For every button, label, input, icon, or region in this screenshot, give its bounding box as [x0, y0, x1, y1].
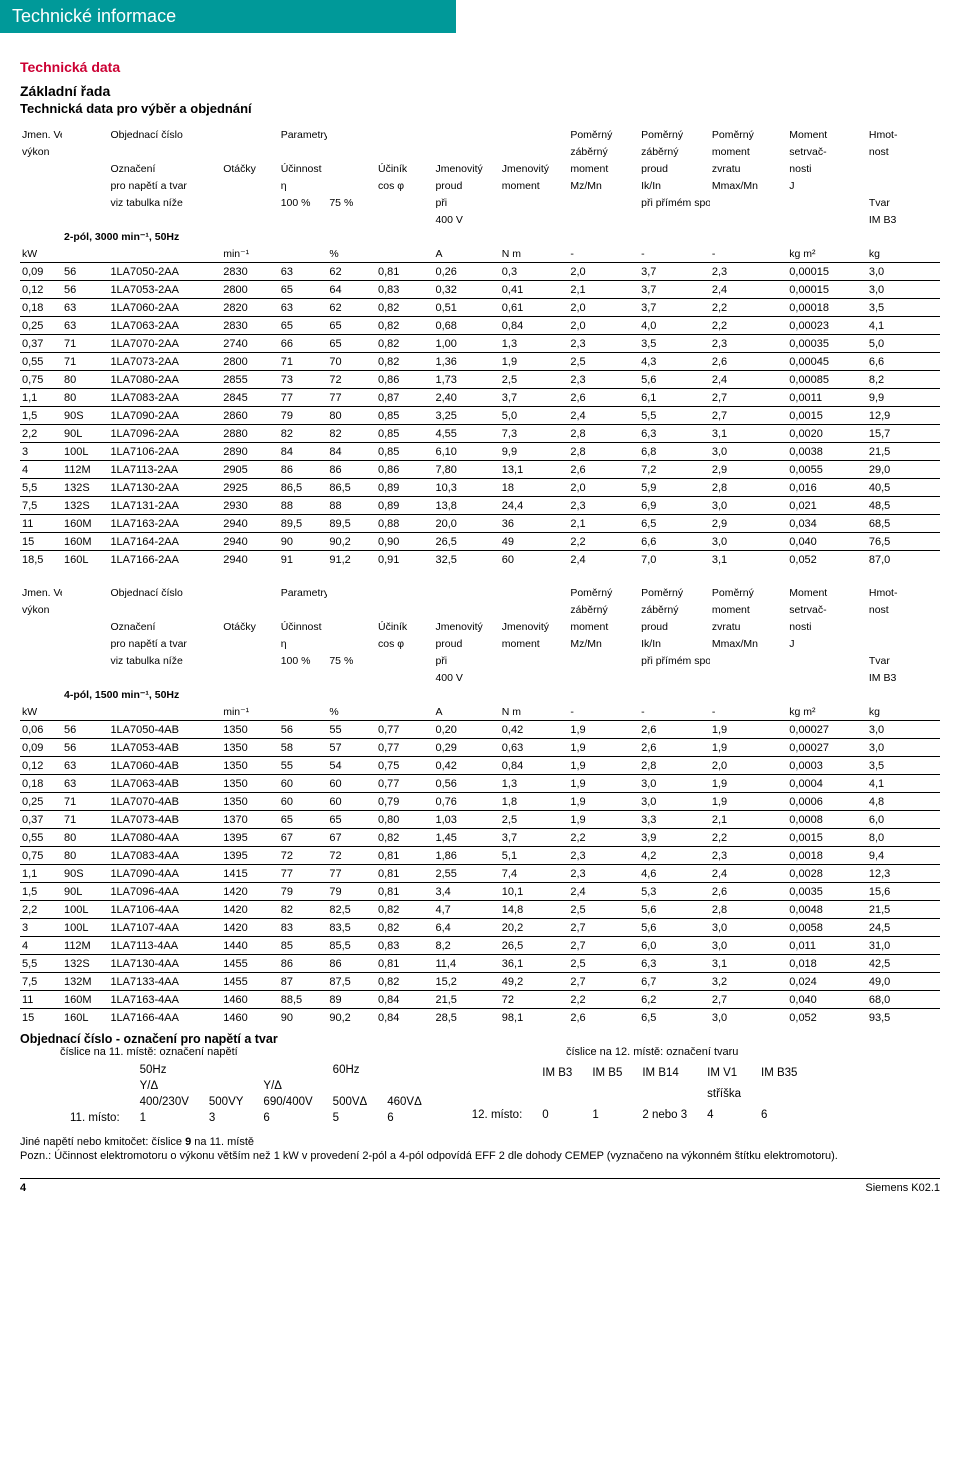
table-row: 3100L1LA7107-4AA14208383,50,826,420,22,7…: [20, 919, 940, 937]
table-row: 0,75801LA7083-4AA139572720,811,865,12,34…: [20, 847, 940, 865]
ordering-note-right: číslice na 12. místě: označení tvaru: [566, 1046, 738, 1058]
table-row: 0,09561LA7053-4AB135058570,770,290,631,9…: [20, 739, 940, 757]
table-row: 1,1801LA7083-2AA284577770,872,403,72,66,…: [20, 389, 940, 407]
table-row: 1,590L1LA7096-4AA142079790,813,410,12,45…: [20, 883, 940, 901]
table-row: 1,590S1LA7090-2AA286079800,853,255,02,45…: [20, 407, 940, 425]
subtitle-2: Technická data pro výběr a objednání: [20, 101, 940, 116]
note-1: Jiné napětí nebo kmitočet: číslice 9 na …: [20, 1136, 940, 1148]
table-row: 5,5132S1LA7130-4AA145586860,8111,436,12,…: [20, 955, 940, 973]
table-row: 11160M1LA7163-2AA294089,589,50,8820,0362…: [20, 515, 940, 533]
table-row: 1,190S1LA7090-4AA141577770,812,557,42,34…: [20, 865, 940, 883]
page-banner: Technické informace: [0, 0, 456, 33]
ordering-right-table: IM B3IM B5IM B14IM V1IM B35stříška12. mí…: [462, 1062, 808, 1126]
table-row: 7,5132S1LA7131-2AA293088880,8913,824,42,…: [20, 497, 940, 515]
table-row: 3100L1LA7106-2AA289084840,856,109,92,86,…: [20, 443, 940, 461]
table-row: 18,5160L1LA7166-2AA29409191,20,9132,5602…: [20, 551, 940, 569]
ordering-title: Objednací číslo - označení pro napětí a …: [20, 1032, 940, 1046]
table-row: 15160M1LA7164-2AA29409090,20,9026,5492,2…: [20, 533, 940, 551]
data-table-1: Jmen. VelikostObjednací čísloParametry p…: [20, 126, 940, 568]
note-2: Pozn.: Účinnost elektromotoru o výkonu v…: [20, 1150, 940, 1162]
page-footer: 4 Siemens K02.1: [20, 1178, 940, 1194]
table-row: 4112M1LA7113-4AA14408585,50,838,226,52,7…: [20, 937, 940, 955]
footer-doc: Siemens K02.1: [865, 1182, 940, 1194]
table-row: 0,06561LA7050-4AB135056550,770,200,421,9…: [20, 721, 940, 739]
table-row: 0,25711LA7070-4AB135060600,790,761,81,93…: [20, 793, 940, 811]
table-row: 7,5132M1LA7133-4AA14558787,50,8215,249,2…: [20, 973, 940, 991]
data-table-2: Jmen. VelikostObjednací čísloParametry p…: [20, 584, 940, 1026]
table-row: 2,290L1LA7096-2AA288082820,854,557,32,86…: [20, 425, 940, 443]
table-row: 0,55801LA7080-4AA139567670,821,453,72,23…: [20, 829, 940, 847]
ordering-note-left: číslice na 11. místě: označení napětí: [20, 1046, 566, 1058]
table-row: 0,18631LA7063-4AB135060600,770,561,31,93…: [20, 775, 940, 793]
ordering-left-table: 50Hz60HzY/ΔY/Δ400/230V500VY690/400V500VΔ…: [60, 1062, 432, 1126]
table-row: 0,09561LA7050-2AA283063620,810,260,32,03…: [20, 263, 940, 281]
table-row: 5,5132S1LA7130-2AA292586,586,50,8910,318…: [20, 479, 940, 497]
table-row: 11160M1LA7163-4AA146088,5890,8421,5722,2…: [20, 991, 940, 1009]
table-row: 0,55711LA7073-2AA280071700,821,361,92,54…: [20, 353, 940, 371]
subtitle-1: Základní řada: [20, 83, 940, 99]
table-row: 0,12631LA7060-4AB135055540,750,420,841,9…: [20, 757, 940, 775]
table-row: 0,18631LA7060-2AA282063620,820,510,612,0…: [20, 299, 940, 317]
title-red: Technická data: [20, 59, 940, 75]
table-row: 0,25631LA7063-2AA283065650,820,680,842,0…: [20, 317, 940, 335]
table-row: 0,12561LA7053-2AA280065640,830,320,412,1…: [20, 281, 940, 299]
table-row: 0,37711LA7070-2AA274066650,821,001,32,33…: [20, 335, 940, 353]
table-row: 0,37711LA7073-4AB137065650,801,032,51,93…: [20, 811, 940, 829]
table-row: 0,75801LA7080-2AA285573720,861,732,52,35…: [20, 371, 940, 389]
footer-page: 4: [20, 1182, 26, 1194]
table-row: 4112M1LA7113-2AA290586860,867,8013,12,67…: [20, 461, 940, 479]
table-row: 15160L1LA7166-4AA14609090,20,8428,598,12…: [20, 1009, 940, 1027]
table-row: 2,2100L1LA7106-4AA14208282,50,824,714,82…: [20, 901, 940, 919]
